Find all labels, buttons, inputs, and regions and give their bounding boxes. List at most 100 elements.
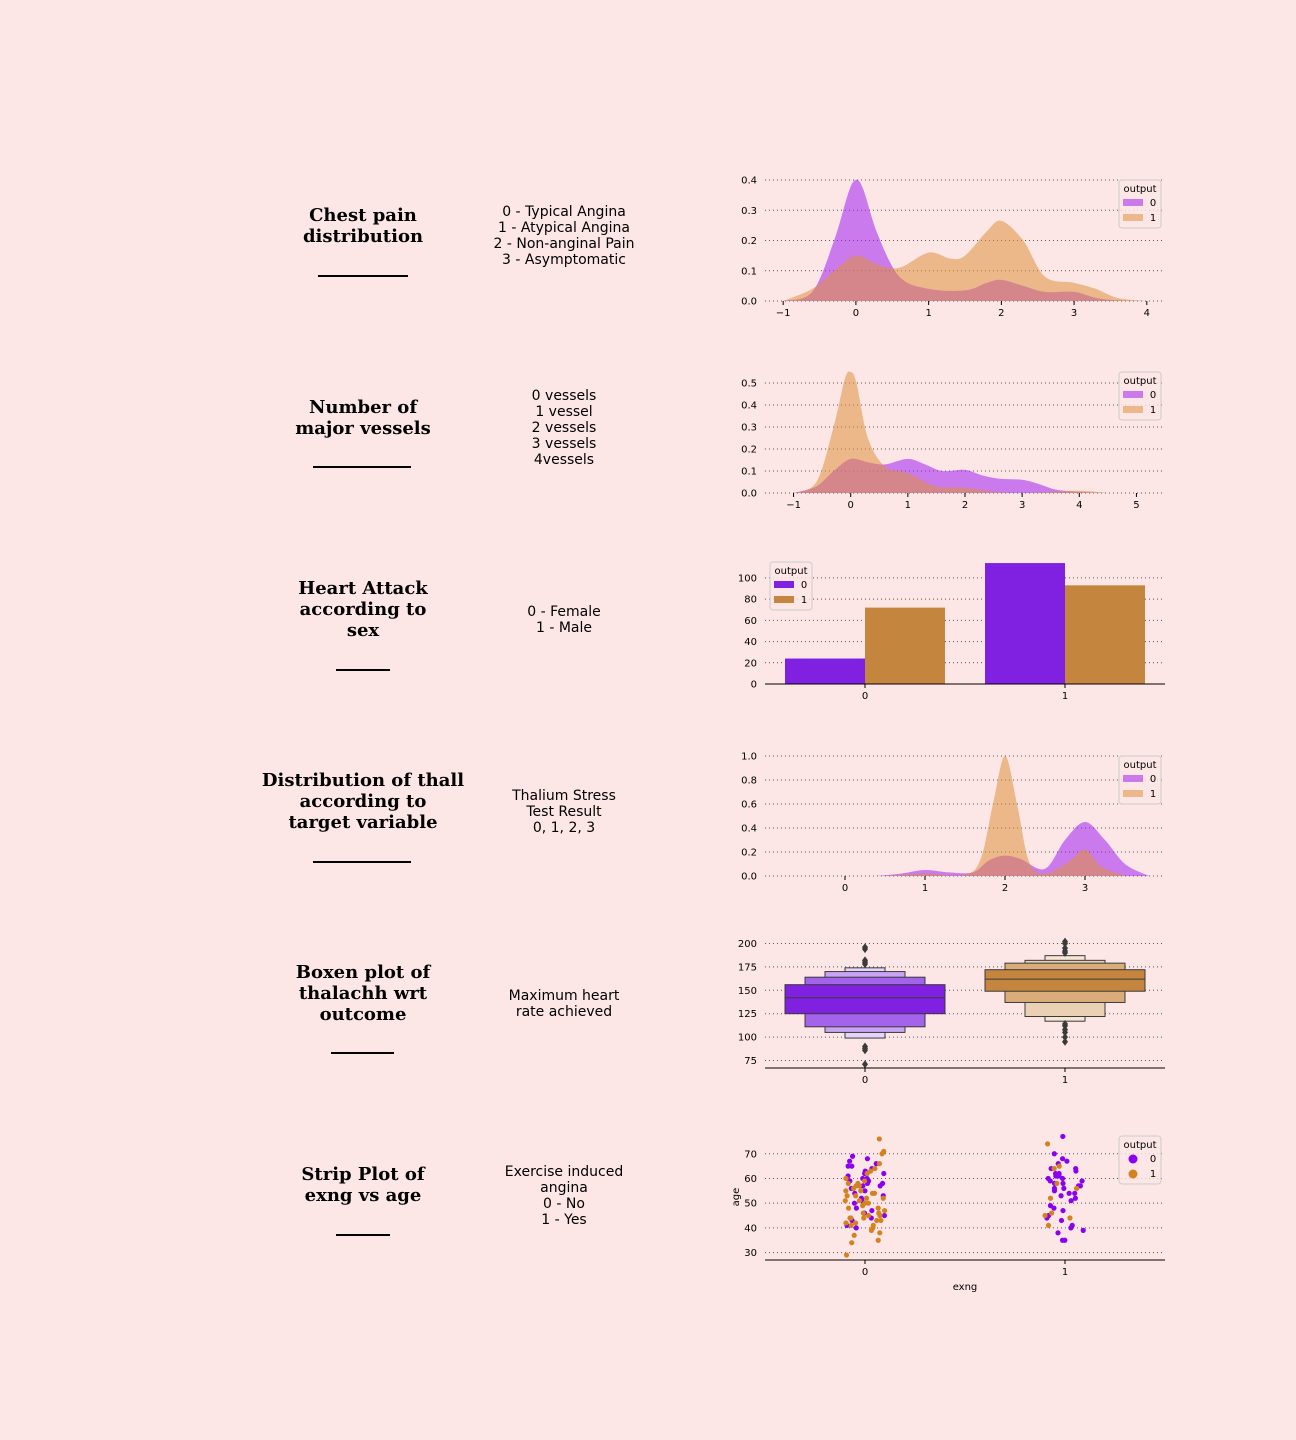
strip-point-output-1 [853, 1193, 859, 1199]
legend-marker [1123, 790, 1143, 797]
strip-point-output-1 [874, 1217, 880, 1224]
strip-point-output-0 [1058, 1193, 1064, 1199]
y-tick-label: 0.4 [741, 401, 757, 412]
strip-point-output-1 [843, 1188, 849, 1194]
x-tick-label: −1 [786, 500, 801, 511]
legend-title: output [1124, 760, 1157, 771]
strip-point-output-0 [881, 1212, 888, 1219]
exng-age-strip-chart: 30 40 50 60 70 0 1 exng age output 0 1 [731, 1133, 1165, 1293]
y-tick-label: 150 [738, 986, 757, 997]
y-tick-label: 0.0 [741, 297, 757, 308]
y-tick-label: 0.0 [741, 872, 757, 883]
x-tick-label: 4 [1076, 500, 1082, 511]
strip-point-output-0 [1072, 1190, 1078, 1196]
row-thall: Distribution of thall according to targe… [0, 726, 1296, 916]
strip-point-output-1 [843, 1220, 849, 1226]
legend-label: 1 [1150, 213, 1156, 224]
x-tick-label: 1 [1062, 1075, 1068, 1086]
row-chest-pain: Chest pain distribution 0 - Typical Angi… [0, 150, 1296, 340]
row-sex: Heart Attack according to sex 0 - Female… [0, 534, 1296, 724]
strip-point-output-1 [853, 1183, 859, 1189]
strip-point-output-0 [1073, 1165, 1079, 1172]
legend-title: output [1124, 1140, 1157, 1151]
legend-marker [1128, 1169, 1138, 1179]
strip-point-output-1 [876, 1136, 882, 1142]
x-tick-label: 5 [1133, 500, 1139, 511]
row-title: Heart Attack according to sex [298, 578, 428, 641]
x-tick-label: 2 [962, 500, 968, 511]
strip-point-output-0 [879, 1180, 886, 1187]
strip-point-output-1 [872, 1165, 878, 1172]
row-title: Number of major vessels [295, 397, 431, 439]
strip-point-output-1 [849, 1240, 855, 1246]
row-thalachh: Boxen plot of thalachh wrt outcome Maxim… [0, 918, 1296, 1108]
strip-point-output-1 [1047, 1195, 1054, 1201]
strip-point-output-0 [1051, 1185, 1058, 1191]
bar-output-0 [785, 658, 865, 684]
row-description: 0 - Female 1 - Male [527, 604, 601, 636]
y-tick-label: 100 [738, 1033, 757, 1044]
row-description: Exercise induced angina 0 - No 1 - Yes [504, 1164, 624, 1228]
x-tick-label: 0 [862, 1075, 868, 1086]
y-tick-label: 0.5 [741, 379, 757, 390]
strip-point-output-0 [851, 1200, 858, 1206]
title-underline [331, 1052, 394, 1054]
strip-point-output-0 [1051, 1205, 1057, 1211]
boxen-outlier [1062, 1037, 1068, 1046]
y-tick-label: 0.2 [741, 848, 757, 859]
y-tick-label: 40 [744, 637, 757, 648]
boxen-box-level [784, 984, 946, 1015]
y-tick-label: 75 [744, 1056, 757, 1067]
bar-output-0 [985, 563, 1065, 684]
y-tick-label: 0.4 [741, 824, 757, 835]
kde-area-output-1 [793, 371, 1108, 493]
chest-pain-kde-chart: 0.0 0.1 0.2 0.3 0.4 −1 0 1 2 3 4 output 0 1 [741, 176, 1165, 319]
y-tick-label: 0.3 [741, 423, 757, 434]
strip-point-output-1 [856, 1198, 862, 1204]
legend-marker [1123, 775, 1143, 782]
legend-label: 1 [1150, 1169, 1156, 1180]
y-tick-label: 0.1 [741, 266, 757, 277]
legend-title: output [775, 566, 808, 577]
legend: output 0 1 [1118, 1135, 1162, 1185]
strip-point-output-1 [864, 1170, 870, 1177]
x-tick-label: 3 [1082, 883, 1088, 894]
legend-label: 1 [1150, 789, 1156, 800]
legend-label: 0 [801, 580, 807, 591]
strip-point-output-0 [1053, 1173, 1059, 1179]
x-tick-label: 4 [1144, 308, 1150, 319]
strip-point-output-1 [865, 1200, 872, 1206]
strip-point-output-1 [1044, 1141, 1051, 1147]
strip-point-output-1 [880, 1195, 886, 1201]
boxen-outlier [862, 943, 868, 952]
strip-point-output-0 [849, 1163, 855, 1169]
strip-point-output-0 [1060, 1133, 1066, 1140]
strip-point-output-1 [842, 1198, 848, 1204]
row-description: Thalium Stress Test Result 0, 1, 2, 3 [512, 788, 616, 836]
y-tick-label: 60 [744, 616, 757, 627]
row-description: Maximum heart rate achieved [508, 988, 620, 1020]
strip-point-output-0 [864, 1156, 871, 1162]
strip-point-output-0 [1072, 1195, 1078, 1201]
strip-point-output-1 [876, 1161, 883, 1167]
y-tick-label: 100 [738, 573, 757, 584]
strip-point-output-0 [1059, 1156, 1066, 1162]
strip-point-output-0 [1059, 1175, 1066, 1182]
legend: output 0 1 [1118, 755, 1162, 805]
y-tick-label: 30 [744, 1248, 757, 1259]
y-tick-label: 80 [744, 595, 757, 606]
sex-bar-chart: 0 20 40 60 80 100 0 1 output 0 1 [738, 561, 1165, 702]
strip-point-output-0 [1058, 1217, 1065, 1224]
legend-label: 0 [1150, 1154, 1156, 1165]
x-tick-label: 1 [925, 308, 931, 319]
strip-point-output-0 [1080, 1227, 1086, 1233]
strip-point-output-0 [1079, 1178, 1085, 1184]
legend-marker [1123, 214, 1143, 221]
kde-area-output-1 [783, 220, 1147, 301]
x-tick-label: 2 [998, 308, 1004, 319]
legend-marker [1128, 1154, 1138, 1164]
y-tick-label: 200 [738, 939, 757, 950]
strip-point-output-1 [843, 1175, 849, 1182]
x-tick-label: 2 [1002, 883, 1008, 894]
strip-point-output-0 [1062, 1237, 1068, 1243]
